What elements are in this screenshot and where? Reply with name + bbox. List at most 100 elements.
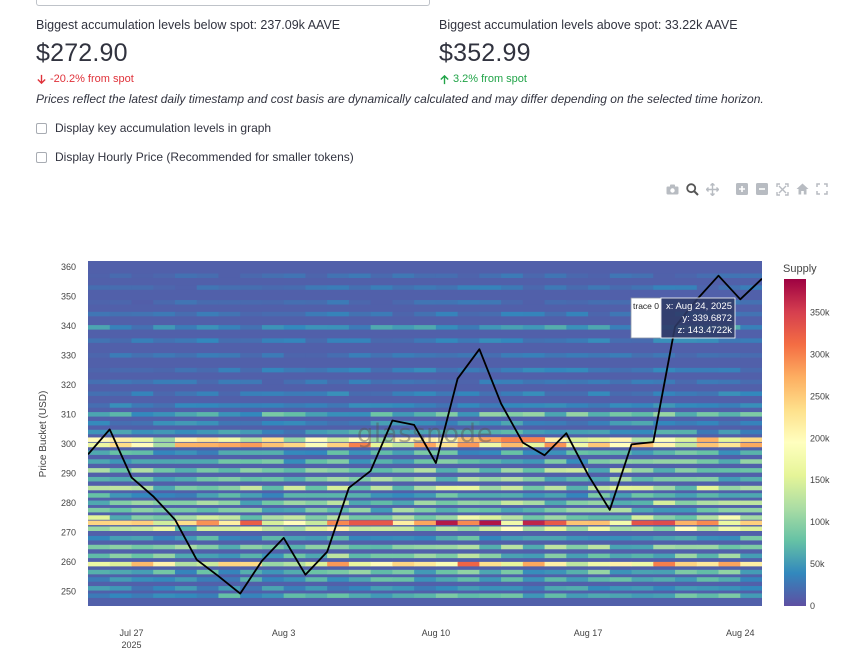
heatmap-cell <box>566 476 589 482</box>
heatmap-cell <box>348 493 372 498</box>
checkbox-box[interactable] <box>36 122 47 134</box>
heatmap-cell <box>348 273 372 278</box>
y-tick-label: 290 <box>61 468 76 478</box>
heatmap-cell <box>718 520 741 526</box>
heatmap-cell <box>88 586 111 591</box>
heatmap-cell <box>566 391 589 396</box>
hourly-price-checkbox[interactable]: Display Hourly Price (Recommended for sm… <box>36 150 354 164</box>
heatmap-cell <box>740 553 762 559</box>
heatmap-cell <box>675 367 698 373</box>
heatmap-cell <box>631 485 654 491</box>
heatmap-cell <box>261 450 285 455</box>
heatmap-cell <box>522 442 546 448</box>
checkbox-box[interactable] <box>36 151 47 163</box>
heatmap-cell <box>131 577 154 582</box>
autoscale-icon[interactable] <box>774 182 790 196</box>
heatmap-cell <box>479 561 502 567</box>
heatmap-cell <box>740 442 762 448</box>
x-tick-label: Aug 17 <box>574 628 603 638</box>
heatmap-cell <box>435 273 459 278</box>
heatmap-cell <box>370 300 393 305</box>
heatmap-cell <box>348 311 372 317</box>
heatmap-cell <box>131 450 154 455</box>
heatmap-cell <box>153 367 176 373</box>
metric-delta: -20.2% from spot <box>36 72 340 86</box>
heatmap-cell <box>718 353 741 358</box>
heatmap-cell <box>283 442 306 448</box>
heatmap-cell <box>305 285 328 290</box>
heatmap-cell <box>392 586 415 591</box>
heatmap-cell <box>588 273 611 278</box>
heatmap-cell <box>501 485 524 491</box>
hover-z-value: z: 143.4722k <box>678 325 733 336</box>
heatmap-cell <box>479 367 502 373</box>
heatmap-cell <box>522 429 546 435</box>
heatmap-cell <box>370 420 393 426</box>
heatmap-cell <box>392 561 415 567</box>
heatmap-cell <box>196 459 219 464</box>
heatmap-cell <box>675 429 698 435</box>
heatmap-cell <box>435 338 459 343</box>
heatmap-cell <box>435 442 459 448</box>
heatmap-cell <box>544 577 567 582</box>
pan-icon[interactable] <box>704 182 720 196</box>
heatmap-cell <box>88 553 111 559</box>
heatmap-cell <box>435 577 459 582</box>
heatmap-cell <box>218 420 241 426</box>
heatmap-cell <box>283 311 306 317</box>
x-tick-sublabel: 2025 <box>121 640 141 650</box>
key-levels-checkbox[interactable]: Display key accumulation levels in graph <box>36 121 271 135</box>
heatmap-cell <box>435 476 459 482</box>
heatmap-cell <box>240 561 263 567</box>
heatmap-cell <box>740 273 762 278</box>
home-icon[interactable] <box>794 182 810 196</box>
heatmap-cell <box>109 520 132 526</box>
heatmap-cell <box>109 507 132 513</box>
heatmap-cell <box>588 391 611 396</box>
heatmap-cell <box>740 311 762 317</box>
heatmap-cell <box>327 593 350 598</box>
heatmap-cell <box>718 586 741 591</box>
zoom-icon[interactable] <box>684 182 700 196</box>
arrow-down-icon <box>37 74 46 84</box>
heatmap-cell <box>522 391 546 396</box>
heatmap-cell <box>131 593 154 598</box>
heatmap-cell <box>696 577 720 582</box>
heatmap-cell <box>457 353 480 358</box>
fullscreen-icon[interactable] <box>814 182 830 196</box>
zoom-out-icon[interactable] <box>754 182 770 196</box>
token-select-field[interactable] <box>36 0 430 6</box>
heatmap-cell <box>566 544 589 550</box>
heatmap-cell <box>109 437 132 442</box>
heatmap-cell <box>566 459 589 464</box>
heatmap-cell <box>675 379 698 385</box>
heatmap-cell <box>522 285 546 290</box>
heatmap-cell <box>283 429 306 435</box>
heatmap-cell <box>631 507 654 513</box>
heatmap-cell <box>153 379 176 385</box>
heatmap-cell <box>588 544 611 550</box>
heatmap-cell <box>675 459 698 464</box>
heatmap-cell <box>501 442 524 448</box>
heatmap-cell <box>414 553 437 559</box>
heatmap-cell <box>370 353 393 358</box>
heatmap-cell <box>174 450 198 455</box>
heatmap-cell <box>588 300 611 305</box>
heatmap-cell <box>109 300 132 305</box>
heatmap-cell <box>196 450 219 455</box>
heatmap-cell <box>261 515 285 520</box>
heatmap-cell <box>414 338 437 343</box>
heatmap-cell <box>240 569 263 575</box>
heatmap-cell <box>653 586 676 591</box>
heatmap-cell <box>522 325 546 330</box>
heatmap-cell <box>240 338 263 343</box>
heatmap-cell <box>631 586 654 591</box>
heatmap-cell <box>218 485 241 491</box>
heatmap-cell <box>131 325 154 330</box>
heatmap-cell <box>653 420 676 426</box>
heatmap-cell <box>435 450 459 455</box>
heatmap-cell <box>392 437 415 442</box>
zoom-in-icon[interactable] <box>734 182 750 196</box>
camera-icon[interactable] <box>664 182 680 196</box>
